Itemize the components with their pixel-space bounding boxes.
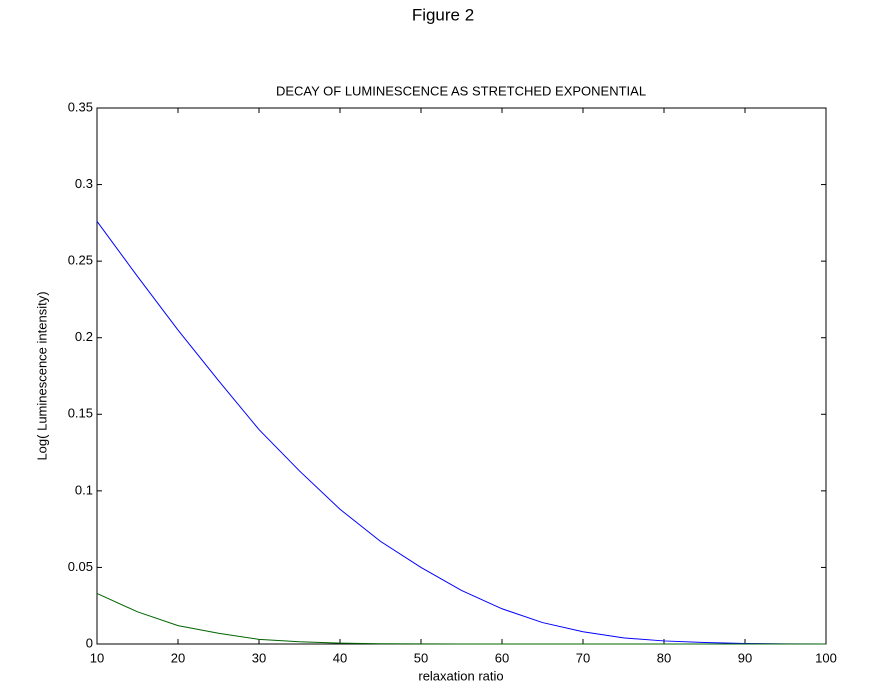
y-tick-label: 0.1	[75, 482, 93, 497]
x-tick-label: 10	[90, 650, 104, 665]
x-tick-label: 30	[252, 650, 266, 665]
x-tick-label: 50	[414, 650, 428, 665]
x-tick-label: 80	[657, 650, 671, 665]
y-tick-label: 0.2	[75, 329, 93, 344]
y-tick-label: 0	[86, 635, 93, 650]
chart-title: DECAY OF LUMINESCENCE AS STRETCHED EXPON…	[276, 83, 646, 98]
y-axis-label: Log( Luminescence intensity)	[34, 291, 49, 460]
x-tick-label: 20	[171, 650, 185, 665]
x-tick-label: 90	[738, 650, 752, 665]
y-tick-label: 0.35	[68, 99, 93, 114]
x-tick-label: 40	[333, 650, 347, 665]
y-tick-label: 0.25	[68, 253, 93, 268]
x-axis-label: relaxation ratio	[418, 668, 503, 683]
x-tick-label: 70	[576, 650, 590, 665]
figure-title: Figure 2	[412, 5, 474, 24]
series-line	[96, 593, 826, 645]
x-tick-label: 100	[815, 650, 837, 665]
y-tick-label: 0.3	[75, 176, 93, 191]
plot-frame	[96, 107, 827, 645]
y-tick-label: 0.05	[68, 559, 93, 574]
x-tick-label: 60	[495, 650, 509, 665]
series-line	[96, 221, 827, 645]
y-tick-label: 0.15	[68, 406, 93, 421]
